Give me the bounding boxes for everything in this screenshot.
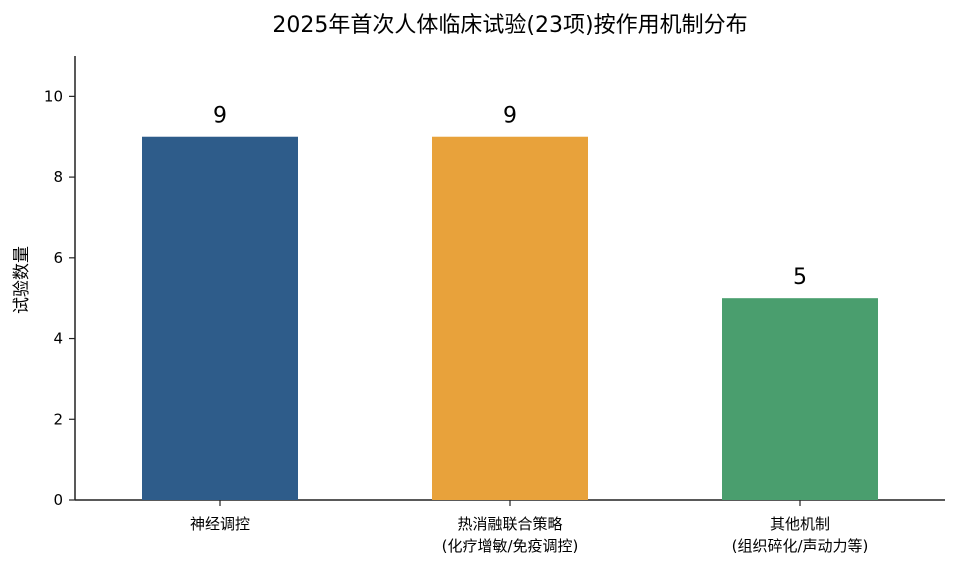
x-category-label: 其他机制 [770, 515, 830, 533]
x-category-label: 热消融联合策略 [457, 515, 562, 533]
bar-value-label: 9 [503, 104, 517, 129]
bar-value-label: 9 [213, 104, 227, 129]
y-tick-label: 4 [53, 330, 63, 348]
plot-area: 0 2 4 6 8 10 9 神经调控 9 热消融联合策略 (化疗增敏/免疫调控) 5 其他机制 (组织碎… [44, 56, 945, 555]
y-tick-label: 2 [53, 410, 63, 428]
bar [722, 298, 878, 500]
x-category-label: (化疗增敏/免疫调控) [442, 537, 579, 555]
x-category-label: 神经调控 [190, 515, 250, 533]
bar [142, 136, 298, 500]
y-tick-label: 10 [44, 87, 63, 105]
x-category-label: (组织碎化/声动力等) [732, 537, 869, 555]
chart-title: 2025年首次人体临床试验(23项)按作用机制分布 [272, 13, 747, 38]
bar-value-label: 5 [793, 265, 807, 290]
y-axis-label: 试验数量 [12, 246, 32, 314]
y-tick-label: 0 [53, 491, 63, 509]
y-tick-label: 6 [53, 249, 63, 267]
bar [432, 136, 588, 500]
y-tick-label: 8 [53, 168, 63, 186]
